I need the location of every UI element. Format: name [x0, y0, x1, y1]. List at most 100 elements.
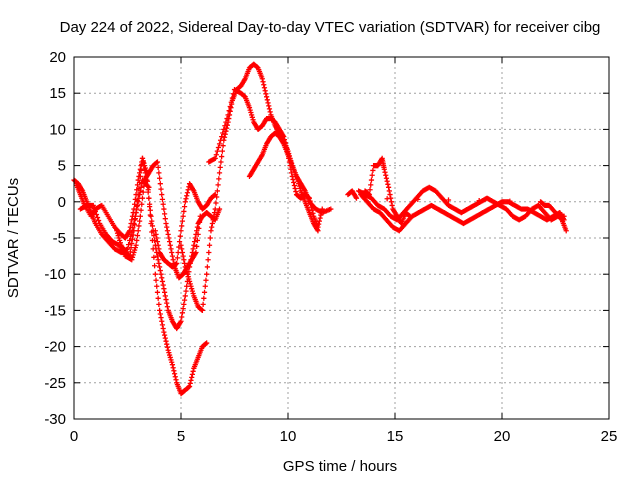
data-point: [138, 207, 144, 213]
x-tick-label: 5: [177, 428, 185, 445]
data-point: [216, 176, 222, 182]
data-point: [164, 228, 171, 234]
data-point: [563, 228, 569, 234]
data-point: [115, 232, 121, 239]
data-point: [149, 229, 155, 235]
data-point: [382, 169, 388, 175]
data-point: [179, 218, 186, 224]
data-point: [173, 377, 179, 383]
series-trace-d: [114, 155, 210, 397]
data-point: [129, 217, 135, 223]
data-point: [209, 220, 215, 227]
data-point: [156, 170, 162, 176]
data-point: [141, 160, 147, 166]
x-tick-label: 0: [70, 428, 78, 445]
data-point: [114, 228, 120, 234]
data-point: [129, 236, 136, 242]
data-point: [204, 271, 210, 277]
data-point: [249, 112, 255, 118]
data-point: [182, 293, 188, 299]
data-point: [116, 235, 122, 241]
data-point: [307, 198, 313, 204]
data-point: [177, 233, 183, 239]
data-point: [127, 249, 133, 255]
x-tick-label: 25: [601, 428, 618, 445]
x-tick-label: 10: [280, 428, 297, 445]
data-point: [187, 380, 193, 387]
data-point: [205, 257, 211, 263]
data-point: [263, 91, 269, 97]
data-point: [189, 288, 196, 294]
data-point: [169, 359, 175, 365]
data-point: [224, 115, 230, 122]
data-point: [291, 179, 297, 186]
data-point: [308, 204, 315, 210]
data-point: [202, 283, 208, 289]
data-point: [187, 281, 193, 287]
data-point: [265, 100, 271, 106]
data-point: [167, 354, 173, 361]
data-points: [71, 61, 569, 397]
data-point: [154, 239, 161, 245]
data-point: [134, 204, 140, 210]
data-point: [187, 260, 193, 266]
data-point: [201, 295, 207, 301]
data-point: [160, 201, 166, 207]
data-point: [117, 240, 123, 246]
data-point: [261, 82, 267, 88]
data-point: [415, 196, 421, 202]
data-point: [249, 114, 255, 120]
data-point: [149, 237, 156, 244]
y-tick-label: -10: [44, 266, 66, 283]
data-point: [127, 237, 133, 244]
data-point: [153, 277, 159, 283]
data-point: [129, 213, 136, 219]
data-point: [367, 187, 373, 193]
data-point: [230, 91, 237, 97]
data-point: [156, 301, 162, 307]
data-point: [227, 103, 233, 110]
data-point: [264, 94, 270, 100]
data-point: [190, 290, 196, 297]
data-point: [246, 105, 253, 111]
data-point: [131, 228, 137, 234]
data-point: [157, 264, 163, 270]
data-point: [167, 242, 173, 248]
data-point: [138, 167, 144, 174]
data-point: [181, 297, 188, 303]
data-point: [130, 232, 136, 238]
data-point: [184, 190, 191, 196]
data-point: [388, 199, 395, 205]
data-point: [184, 271, 191, 277]
data-point: [94, 214, 101, 221]
data-point: [389, 202, 395, 209]
data-point: [288, 170, 295, 176]
data-point: [184, 269, 190, 275]
data-point: [156, 246, 162, 252]
data-point: [157, 267, 163, 274]
data-point: [189, 253, 195, 259]
data-point: [260, 79, 266, 85]
data-point: [152, 228, 158, 234]
data-point: [266, 106, 273, 112]
data-point: [194, 243, 200, 250]
data-point: [142, 163, 148, 169]
data-point: [193, 231, 199, 237]
data-point: [215, 182, 221, 188]
data-point: [188, 377, 194, 383]
data-point: [211, 210, 218, 216]
data-point: [387, 191, 393, 198]
data-point: [228, 99, 234, 105]
data-point: [128, 220, 134, 227]
data-point: [169, 249, 175, 256]
data-point: [166, 235, 172, 241]
data-point: [188, 283, 194, 289]
data-point: [134, 237, 140, 244]
data-point: [158, 271, 164, 277]
data-point: [318, 209, 325, 215]
data-point: [190, 368, 196, 374]
data-point: [225, 112, 231, 118]
data-point: [161, 289, 168, 295]
data-point: [262, 88, 268, 94]
y-tick-label: 15: [49, 85, 66, 102]
